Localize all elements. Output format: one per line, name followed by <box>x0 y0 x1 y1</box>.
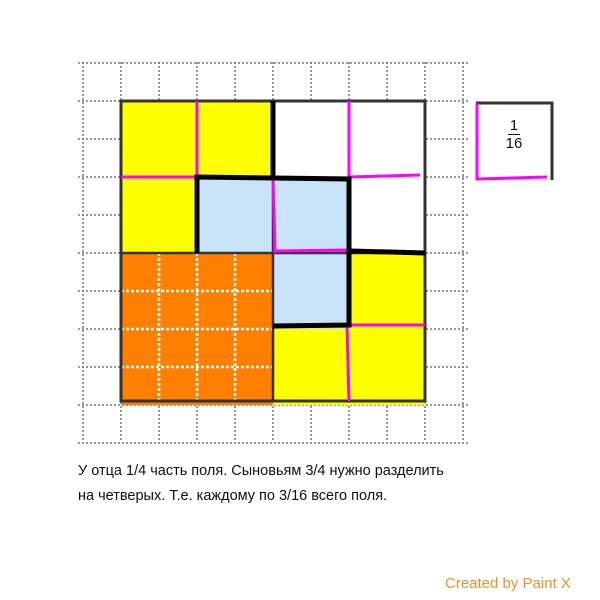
fraction-numerator: 1 <box>507 117 521 135</box>
field-cell-blue <box>197 177 273 253</box>
magenta-division-line <box>271 176 277 254</box>
unit-square-magenta-edge <box>475 103 548 181</box>
field-cell-blue <box>273 253 349 329</box>
credit-text: Created by Paint X <box>445 575 571 592</box>
field-cell-yellow <box>349 253 425 329</box>
fraction-denominator: 16 <box>505 135 523 152</box>
field-cell-white <box>349 177 425 253</box>
field-cell-yellow <box>349 329 425 405</box>
fraction-label: 1 16 <box>476 117 552 152</box>
magenta-division-line <box>348 173 421 179</box>
field-cell-yellow <box>197 101 273 177</box>
magenta-division-line <box>274 248 350 253</box>
field-cell-orange <box>197 329 273 405</box>
field-cell-white <box>349 101 425 177</box>
son-region-boundary <box>350 248 426 256</box>
magenta-division-line <box>345 324 351 402</box>
unit-square <box>476 103 552 180</box>
field-cell-blue <box>273 177 349 253</box>
caption-line-1: У отца 1/4 часть поля. Сыновьям 3/4 нужн… <box>78 463 444 479</box>
field-cell-white <box>273 101 349 177</box>
caption-line-2: на четверых. Т.е. каждому по 3/16 всего … <box>78 488 388 504</box>
field-cell-yellow <box>273 329 349 405</box>
field-cell-yellow <box>121 177 197 253</box>
unit-square-border <box>476 101 554 180</box>
son-region-boundary <box>194 174 352 329</box>
field-cell-yellow <box>121 101 197 177</box>
caption: У отца 1/4 часть поля. Сыновьям 3/4 нужн… <box>78 459 444 509</box>
